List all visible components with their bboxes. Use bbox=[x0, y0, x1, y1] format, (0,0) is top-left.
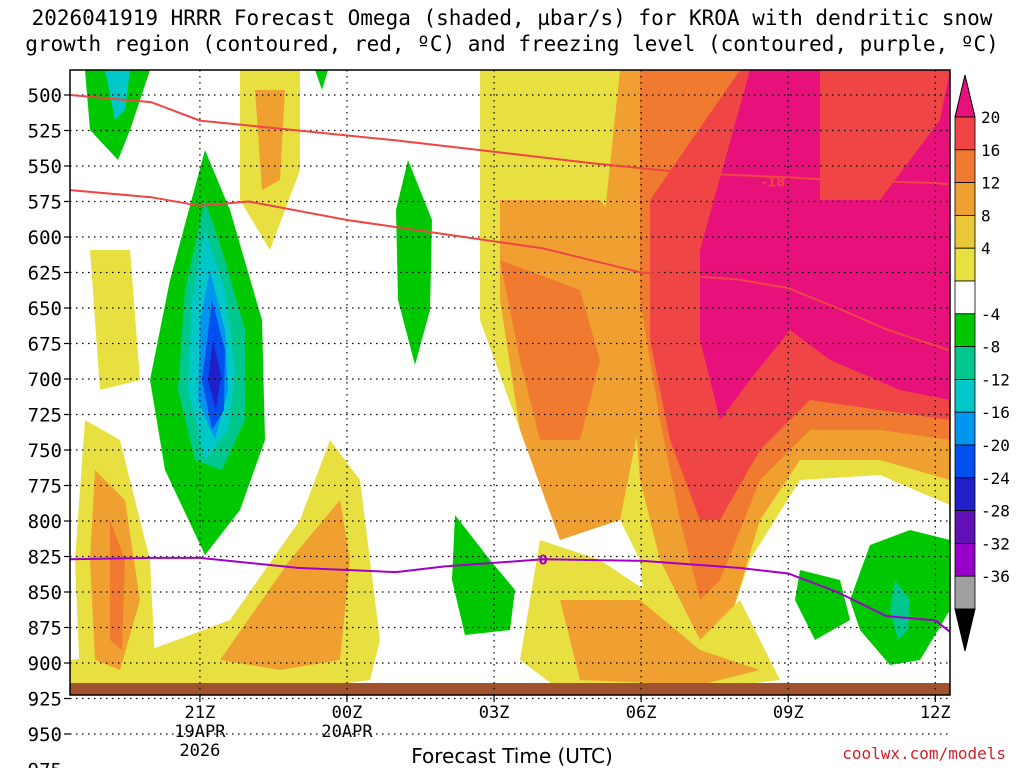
y-tick-label: 700 bbox=[28, 369, 62, 391]
colorbar-top-arrow bbox=[954, 74, 976, 118]
colorbar-swatch bbox=[954, 149, 976, 184]
y-tick-label: 650 bbox=[28, 298, 62, 320]
contour-line bbox=[69, 94, 951, 186]
contour-lines: -18 0 bbox=[69, 94, 951, 633]
colorbar-bottom-arrow bbox=[954, 608, 976, 652]
y-tick-label: 925 bbox=[28, 689, 62, 711]
contour-label: 0 bbox=[539, 553, 548, 568]
y-tick-label: 675 bbox=[28, 334, 62, 356]
chart-title-line1: 2026041919 HRRR Forecast Omega (shaded, … bbox=[31, 6, 993, 30]
y-axis: 500 525 550 575 600 625 650 675 700 725 750 775 800 8… bbox=[28, 85, 70, 768]
colorbar-label: -16 bbox=[981, 403, 1010, 422]
colorbar-swatch bbox=[954, 543, 976, 577]
x-tick-label: 19APR bbox=[174, 722, 226, 742]
colorbar-swatch bbox=[954, 510, 976, 544]
x-tick-label: 20APR bbox=[321, 722, 373, 742]
y-tick-label: 900 bbox=[28, 653, 62, 675]
y-tick-label: 750 bbox=[28, 440, 62, 462]
colorbar-label: 8 bbox=[981, 206, 991, 225]
colorbar-label: -12 bbox=[981, 370, 1010, 389]
contour-label: -18 bbox=[762, 176, 786, 191]
y-tick-label: 600 bbox=[28, 227, 62, 249]
y-tick-label: 500 bbox=[28, 85, 62, 107]
x-tick-label: 03Z bbox=[479, 703, 510, 723]
colorbar-swatch bbox=[954, 116, 976, 151]
colorbar-swatch bbox=[954, 477, 976, 511]
colorbar-swatch bbox=[954, 313, 976, 347]
y-tick-label: 875 bbox=[28, 618, 62, 640]
y-tick-label: 575 bbox=[28, 192, 62, 214]
y-tick-label: 775 bbox=[28, 476, 62, 498]
colorbar-label: -20 bbox=[981, 436, 1010, 455]
x-tick-label: 06Z bbox=[626, 703, 657, 723]
colorbar-swatch bbox=[954, 182, 976, 216]
colorbar-label: -36 bbox=[981, 567, 1010, 586]
colorbar-swatch bbox=[954, 214, 976, 249]
colorbar-label: 4 bbox=[981, 239, 991, 258]
plot-frame bbox=[69, 69, 951, 696]
x-tick-label: 12Z bbox=[920, 703, 951, 723]
x-tick-label: 00Z bbox=[332, 703, 363, 723]
x-tick-label: 09Z bbox=[773, 703, 804, 723]
colorbar-label: -28 bbox=[981, 502, 1010, 521]
y-tick-label: 525 bbox=[28, 121, 62, 143]
x-tick-label: 21Z bbox=[185, 703, 216, 723]
y-tick-label: 550 bbox=[28, 156, 62, 178]
colorbar-label: 20 bbox=[981, 108, 1000, 127]
chart-title-line2: growth region (contoured, red, ºC) and f… bbox=[25, 32, 999, 56]
y-tick-label: 725 bbox=[28, 405, 62, 427]
colorbar-swatch bbox=[954, 444, 976, 479]
contour-line bbox=[69, 556, 951, 633]
y-tick-label: 950 bbox=[28, 724, 62, 746]
y-tick-label: 825 bbox=[28, 547, 62, 569]
colorbar-label: -24 bbox=[981, 469, 1010, 488]
colorbar-swatch bbox=[954, 411, 976, 446]
y-tick-label: 975 bbox=[28, 760, 62, 768]
colorbar-swatch bbox=[954, 247, 976, 282]
colorbar-swatch bbox=[954, 378, 976, 413]
y-tick-label: 800 bbox=[28, 511, 62, 533]
colorbar-swatch bbox=[954, 346, 976, 380]
y-tick-label: 625 bbox=[28, 263, 62, 285]
colorbar-swatch bbox=[954, 575, 976, 610]
colorbar-label: -4 bbox=[981, 305, 1000, 324]
colorbar: 20 16 12 8 4 -4 -8 -12 -16 -20 -24 -28 -32 -36 bbox=[954, 74, 1010, 652]
omega-shading bbox=[70, 70, 950, 695]
x-tick-label: 2026 bbox=[179, 741, 220, 761]
x-axis-label: Forecast Time (UTC) bbox=[411, 744, 613, 768]
colorbar-label: 16 bbox=[981, 141, 1000, 160]
y-tick-label: 850 bbox=[28, 582, 62, 604]
contour-line bbox=[69, 189, 951, 352]
colorbar-label: -32 bbox=[981, 534, 1010, 553]
credit-text: coolwx.com/models bbox=[842, 744, 1006, 763]
grid-lines bbox=[70, 70, 950, 735]
colorbar-label: -8 bbox=[981, 338, 1000, 357]
colorbar-label: 12 bbox=[981, 174, 1000, 193]
colorbar-swatch bbox=[954, 280, 976, 315]
